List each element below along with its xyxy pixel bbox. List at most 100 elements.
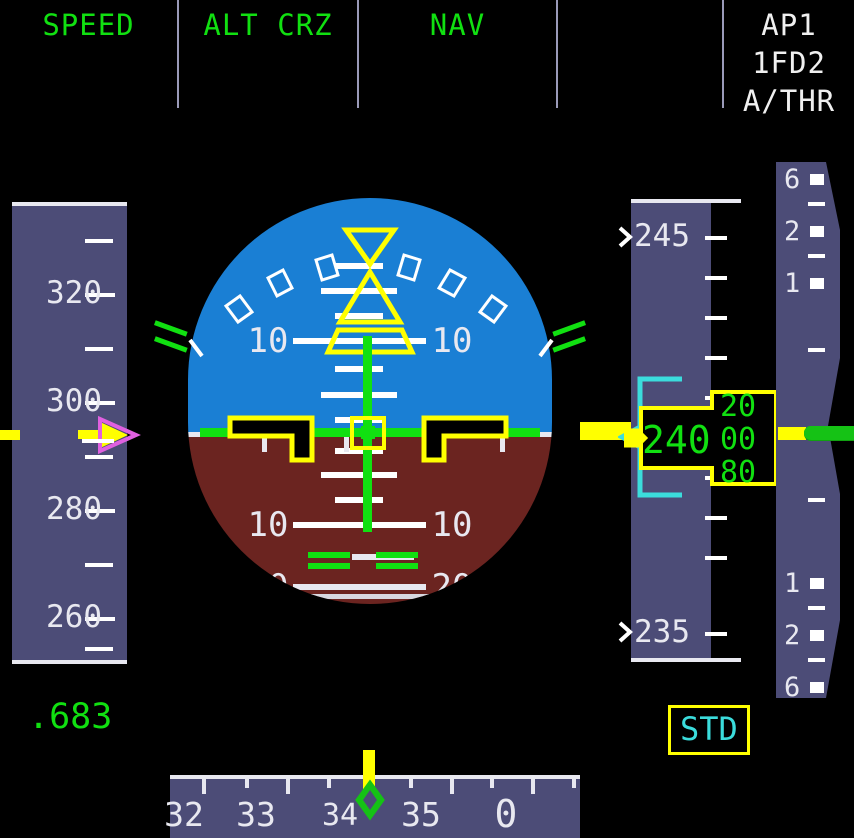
baro-setting-label: STD [680,710,738,748]
altitude-tape-bottom-cap [631,658,741,662]
heading-tick-major [286,778,290,794]
altitude-tick [705,516,727,520]
mach-number: .683 [28,697,113,737]
speed-tick-minor [85,563,113,567]
fma-fd-label: 1FD2 [752,46,826,80]
speed-tick-major [85,509,115,513]
attitude-indicator[interactable]: 10 10 10 10 20 20 [140,160,600,640]
fma-speed-mode: SPEED [42,8,135,42]
airspeed-indicator[interactable]: 320 300 280 260 .683 [0,150,160,737]
vsi-tick-major [810,578,824,589]
altitude-drum-current: 00 [719,422,757,457]
fma-separator-2 [357,0,359,108]
altitude-tick [705,276,727,280]
svg-text:20: 20 [248,567,289,607]
attitude-sphere: 10 10 10 10 20 20 [153,198,587,607]
heading-label: 35 [401,795,441,834]
altitude-chevron-icon [617,225,635,253]
fma-athr-label: A/THR [742,84,836,118]
speed-tick-major [85,617,115,621]
fma-separator-3 [556,0,558,108]
svg-text:10: 10 [248,321,289,361]
heading-label: 0 [494,792,518,836]
side-index-marks [153,320,587,353]
heading-tick-minor [490,778,494,788]
vsi-tick-major [810,682,824,693]
vsi-tick-minor [808,348,825,352]
speed-tape-bottom-cap [12,660,127,664]
heading-tick-minor [409,778,413,788]
altitude-tick [705,556,727,560]
heading-tick-minor [245,778,249,788]
speed-tick-label: 260 [46,599,102,635]
vsi-label-up-6: 6 [784,164,801,195]
speed-tick-minor [85,647,113,651]
speed-tick-minor [85,239,113,243]
altitude-tick [705,236,727,240]
vsi-tick-major [810,278,824,289]
vsi-label-up-2: 2 [784,216,801,247]
altitude-tick-label: 245 [634,218,690,254]
vsi-label-down-2: 2 [784,620,801,651]
speed-tick-major [85,401,115,405]
fma-ap1-label: AP1 [761,8,817,42]
fma-autopilot-block: AP1 1FD2 A/THR [724,8,854,118]
speed-tick-major [85,293,115,297]
vsi-needle [778,422,854,448]
bank-angle-boxes [223,253,509,325]
speed-tape-top-cap [12,202,127,206]
speed-tick-minor [85,455,113,459]
vsi-tick-minor [808,202,825,206]
svg-text:10: 10 [248,505,289,545]
speed-tick-label: 320 [46,275,102,311]
heading-label: 33 [236,795,276,834]
speed-tick-label: 300 [46,383,102,419]
slip-skid-triangle-icon [335,267,405,325]
altitude-drum-above: 20 [719,389,757,424]
altitude-tick-label: 235 [634,614,690,650]
altitude-tape-top-cap [631,199,741,203]
speed-tick-label: 280 [46,491,102,527]
svg-text:20: 20 [432,567,473,607]
slip-skid-trapezoid-icon [324,327,416,355]
heading-tick-minor [572,778,576,788]
heading-tick-major [450,778,454,794]
flight-mode-annunciator: SPEED ALT CRZ NAV AP1 1FD2 A/THR [0,0,854,122]
vsi-label-down-1: 1 [784,568,801,599]
track-diamond-icon [350,778,390,826]
svg-text:10: 10 [432,505,473,545]
fma-separator-1 [177,0,179,108]
selected-altitude-bracket [616,375,688,504]
heading-label: 32 [164,795,204,834]
svg-text:10: 10 [432,321,473,361]
vertical-speed-indicator[interactable]: 6 2 1 1 2 6 [770,158,854,703]
heading-tick-major [202,778,206,794]
altitude-chevron-icon [617,620,635,648]
heading-label: 34 [321,798,359,833]
sky-pointer-icon [341,227,399,269]
vsi-tick-minor [808,658,825,662]
vsi-label-up-1: 1 [784,268,801,299]
aircraft-reference-symbol [227,415,509,463]
vsi-tick-major [810,174,824,185]
vsi-label-down-6: 6 [784,672,801,703]
altitude-tick [705,316,727,320]
altitude-indicator[interactable]: 245 235 240 20 00 80 [600,190,780,680]
baro-setting-box[interactable]: STD [668,705,750,755]
heading-indicator[interactable]: 32 33 34 35 0 [160,750,580,838]
fma-lateral-mode: NAV [429,8,486,42]
altitude-tick [705,632,727,636]
speed-tick-minor [85,347,113,351]
speed-pointer [0,408,150,460]
altitude-tick [705,356,727,360]
vsi-tick-minor [808,254,825,258]
vsi-tick-minor [808,498,825,502]
vsi-tick-minor [808,606,825,610]
fma-separator-4 [722,0,724,108]
altitude-drum-below: 80 [719,455,757,490]
vsi-tick-major [810,226,824,237]
heading-index-pointer [363,750,375,790]
heading-tick-minor [327,778,331,788]
heading-tape-top-line [170,775,580,779]
